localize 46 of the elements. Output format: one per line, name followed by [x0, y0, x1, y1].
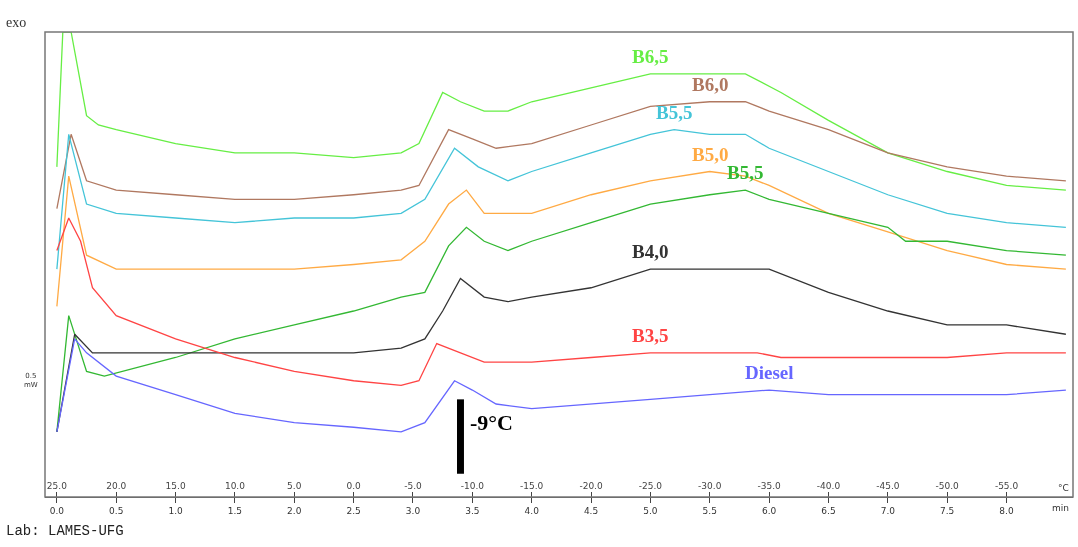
x-tick-label: 5.0	[287, 481, 302, 491]
ref-line-label: -9°C	[470, 410, 514, 435]
text: exo	[6, 15, 27, 30]
x2-tick-label: 5.0	[643, 505, 658, 516]
x-tick-label: -50.0	[935, 481, 960, 491]
x2-tick-label: 3.5	[465, 505, 480, 516]
x-tick-label: -15.0	[520, 481, 544, 491]
x2-tick-label: 2.5	[346, 505, 361, 516]
x-tick-label: 15.0	[165, 481, 186, 491]
x2-tick-label: 0.0	[49, 505, 65, 516]
x-tick-label: 20.0	[106, 481, 127, 491]
text: Lab: LAMES-UFG	[6, 523, 124, 539]
x-tick-label: -35.0	[757, 481, 782, 491]
x2-tick-label: 2.0	[287, 505, 302, 516]
series-label: B3,5	[632, 325, 669, 346]
x-tick-label: 10.0	[224, 481, 246, 491]
series-label: B5,5	[656, 102, 693, 123]
x2-tick-label: 0.5	[109, 505, 124, 516]
x-tick-label: -5.0	[404, 481, 423, 491]
series-label: Diesel	[745, 362, 794, 383]
x2-tick-label: 3.0	[405, 505, 421, 516]
x2-tick-label: 4.5	[583, 505, 599, 516]
x-tick-label: 25.0	[46, 481, 68, 491]
x-tick-label: -45.0	[876, 481, 900, 491]
x2-tick-label: 4.0	[524, 505, 540, 516]
x2-tick-label: 1.5	[227, 505, 243, 516]
series-label: B4,0	[632, 241, 669, 262]
series-label: B6,0	[692, 74, 729, 95]
series-label: B6,5	[632, 46, 669, 67]
x2-tick-label: 5.5	[702, 505, 717, 516]
series-label: B5,0	[692, 144, 729, 165]
x2-tick-label: 7.0	[880, 505, 896, 516]
x-axis-title: °C	[1058, 483, 1069, 493]
x2-axis-title: min	[1052, 503, 1069, 513]
x-tick-label: -10.0	[460, 481, 485, 491]
x2-tick-label: 6.0	[761, 505, 777, 516]
x-tick-label: -25.0	[638, 481, 663, 491]
x-tick-label: -30.0	[698, 481, 722, 491]
x-tick-label: -40.0	[816, 481, 841, 491]
x2-tick-label: 8.0	[999, 505, 1014, 516]
x-tick-label: 0.0	[346, 481, 362, 491]
x2-tick-label: 1.0	[168, 505, 183, 516]
x-tick-label: -55.0	[994, 481, 1019, 491]
x2-tick-label: 6.5	[821, 505, 836, 516]
x-tick-label: -20.0	[579, 481, 603, 491]
x2-tick-label: 7.5	[940, 505, 955, 516]
